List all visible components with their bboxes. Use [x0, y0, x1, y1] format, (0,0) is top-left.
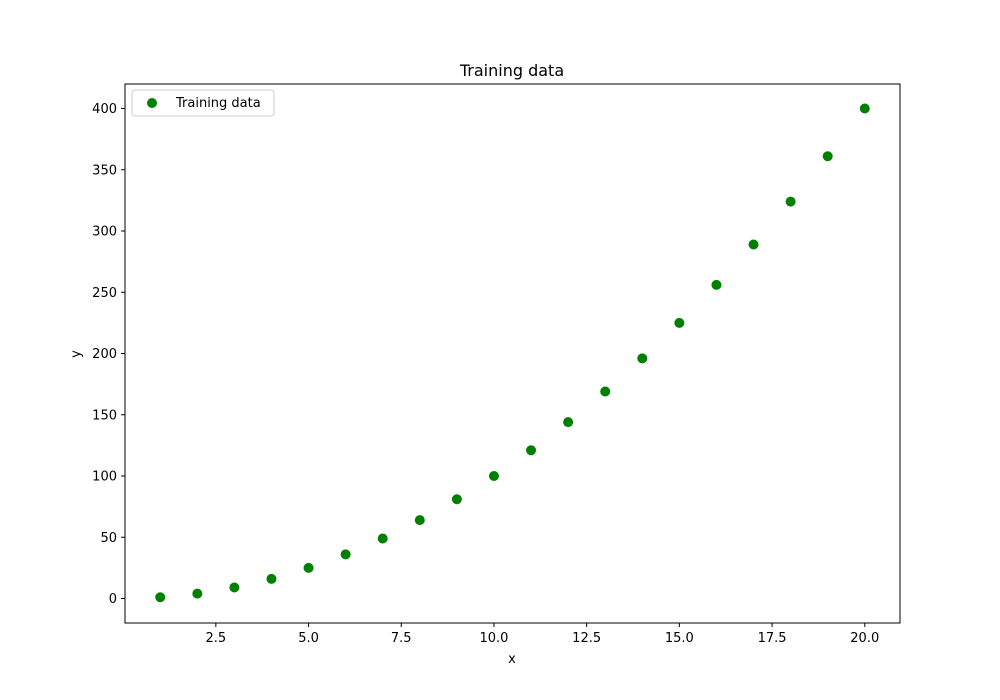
y-tick-label: 200 [92, 347, 117, 362]
data-point [748, 239, 759, 250]
y-tick-label: 50 [100, 531, 117, 546]
data-point [488, 471, 499, 481]
y-tick-label: 250 [92, 286, 117, 301]
x-tick-label: 7.5 [391, 631, 412, 646]
data-point [526, 445, 537, 456]
x-tick-label: 17.5 [758, 631, 787, 646]
data-point [303, 562, 314, 573]
legend-marker [147, 98, 157, 108]
data-point [711, 279, 722, 290]
data-point [266, 573, 277, 584]
y-axis-label: y [69, 350, 84, 358]
data-points [155, 103, 870, 603]
data-point [451, 494, 462, 505]
y-tick-label: 350 [92, 163, 117, 178]
data-point [414, 515, 425, 526]
data-point [674, 317, 685, 328]
data-point [229, 582, 240, 593]
y-tick-label: 300 [92, 225, 117, 240]
legend-label: Training data [175, 96, 261, 111]
legend-box [131, 89, 275, 117]
y-tick-label: 100 [92, 470, 117, 485]
x-tick-label: 12.5 [572, 631, 601, 646]
data-point [637, 353, 648, 364]
y-tick-label: 400 [92, 102, 117, 117]
x-tick-label: 5.0 [298, 631, 319, 646]
y-tick-label: 150 [92, 408, 117, 423]
x-tick-label: 2.5 [206, 631, 227, 646]
chart-title: Training data [459, 61, 564, 80]
x-tick-label: 20.0 [850, 631, 879, 646]
y-tick-label: 0 [109, 592, 117, 607]
data-point [155, 592, 166, 603]
x-axis-label: x [508, 652, 516, 667]
data-point [859, 103, 870, 114]
data-point [192, 588, 203, 599]
data-point [785, 196, 796, 207]
x-tick-label: 10.0 [479, 631, 508, 646]
data-point [600, 386, 611, 397]
data-point [340, 549, 351, 560]
x-tick-label: 15.0 [665, 631, 694, 646]
x-axis-ticks: 2.5 5.0 7.5 10.0 12.5 15.0 17.5 20.0 [206, 623, 879, 646]
data-point [377, 533, 388, 544]
data-point [563, 417, 574, 428]
data-point [822, 151, 833, 162]
y-axis-ticks: 0 50 100 150 200 250 300 350 400 [92, 102, 125, 607]
legend: Training data [131, 89, 275, 117]
